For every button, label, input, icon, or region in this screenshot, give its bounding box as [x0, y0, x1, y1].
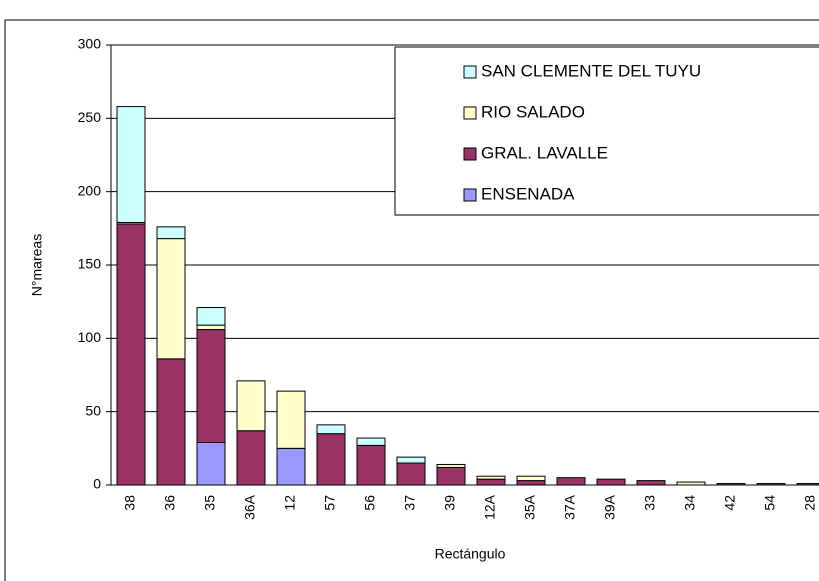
legend-swatch — [463, 147, 477, 161]
bar-segment — [476, 475, 506, 480]
legend-swatch — [463, 106, 477, 120]
x-tick-label: 57 — [322, 495, 338, 511]
x-tick-label: 42 — [722, 495, 738, 511]
y-tick-label: 50 — [85, 402, 101, 418]
x-tick-label: 35 — [202, 495, 218, 511]
x-tick-label: 36A — [242, 494, 258, 520]
y-tick-label: 200 — [78, 182, 102, 198]
y-tick-label: 100 — [78, 329, 102, 345]
bar-segment — [316, 433, 346, 486]
bar-segment — [636, 480, 666, 486]
bar-segment — [196, 329, 226, 443]
x-tick-label: 12A — [482, 494, 498, 520]
legend-swatch — [463, 188, 477, 202]
bar-segment — [436, 463, 466, 468]
x-tick-label: 12 — [282, 495, 298, 511]
bar-segment — [116, 106, 146, 223]
x-tick-label: 37 — [402, 495, 418, 511]
x-tick-label: 28 — [802, 495, 818, 511]
bar-segment — [156, 238, 186, 360]
x-tick-label: 36 — [162, 495, 178, 511]
x-tick-label: 34 — [682, 495, 698, 511]
x-tick-label: 37A — [562, 494, 578, 520]
bar-segment — [476, 478, 506, 486]
bar-segment — [396, 456, 426, 464]
bar-segment — [276, 447, 306, 486]
bar-segment — [196, 307, 226, 326]
legend-label: ENSENADA — [481, 184, 575, 203]
y-tick-label: 300 — [78, 36, 102, 52]
bar-segment — [116, 223, 146, 486]
bar-segment — [276, 390, 306, 449]
legend-swatch — [463, 65, 477, 79]
legend-label: RIO SALADO — [481, 102, 585, 121]
bar-segment — [556, 477, 586, 486]
bar-segment — [196, 441, 226, 486]
x-tick-label: 54 — [762, 495, 778, 511]
x-tick-label: 39A — [602, 494, 618, 520]
bar-segment — [516, 475, 546, 482]
bar-segment — [396, 462, 426, 486]
bar-segment — [236, 380, 266, 432]
y-tick-label: 150 — [78, 256, 102, 272]
bar-segment — [356, 437, 386, 446]
bar-segment — [436, 466, 466, 486]
x-tick-label: 56 — [362, 495, 378, 511]
x-axis-label: Rectángulo — [435, 546, 506, 562]
bar-segment — [356, 444, 386, 486]
x-tick-label: 39 — [442, 495, 458, 511]
bar-segment — [596, 478, 626, 486]
bar-segment — [196, 324, 226, 331]
x-tick-label: 33 — [642, 495, 658, 511]
bar-segment — [516, 480, 546, 486]
y-axis-label: N°mareas — [29, 234, 45, 296]
bar-segment — [156, 358, 186, 486]
y-tick-label: 0 — [93, 476, 101, 492]
legend-label: SAN CLEMENTE DEL TUYU — [481, 61, 701, 80]
y-tick-label: 250 — [78, 109, 102, 125]
legend-label: GRAL. LAVALLE — [481, 143, 608, 162]
bar-segment — [316, 424, 346, 435]
bar-segment — [156, 226, 186, 240]
bar-segment — [236, 430, 266, 486]
x-tick-label: 35A — [522, 494, 538, 520]
x-tick-label: 38 — [122, 495, 138, 511]
